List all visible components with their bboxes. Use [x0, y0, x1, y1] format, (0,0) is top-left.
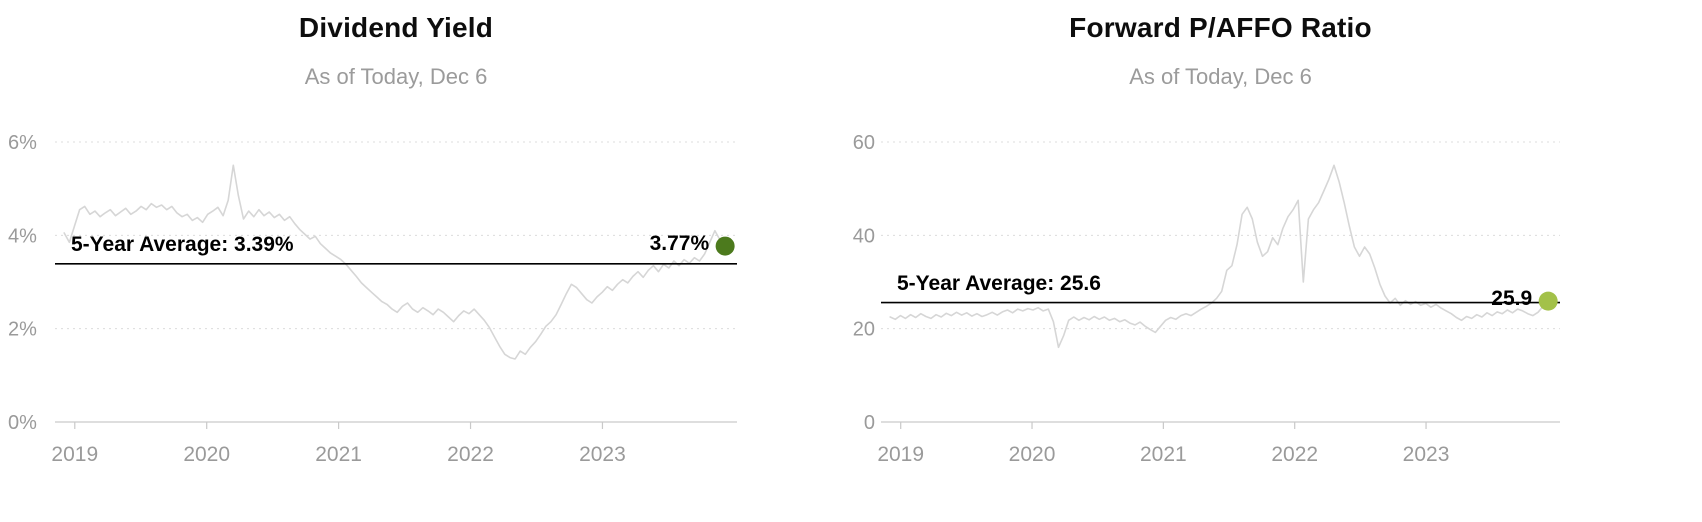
forward-paffo-plot: 0 20 40 60 2019 2020 2021 2022 2023	[853, 132, 1560, 466]
x-tick-label: 2021	[1140, 443, 1187, 466]
x-tick-label: 2019	[877, 443, 924, 466]
series-line	[63, 164, 726, 360]
x-tick-label: 2021	[315, 443, 362, 466]
chart-subtitle: As of Today, Dec 6	[304, 64, 488, 89]
x-tick-label: 2023	[579, 443, 626, 466]
x-tick-label: 2022	[447, 443, 494, 466]
y-tick-label: 4%	[8, 225, 37, 247]
y-tick-label: 40	[853, 225, 875, 247]
current-value-label: 3.77%	[649, 232, 710, 256]
x-tick-label: 2019	[51, 443, 98, 466]
chart-subtitle: As of Today, Dec 6	[1129, 64, 1312, 89]
average-label: 5-Year Average: 25.6	[897, 271, 1101, 295]
x-tick-label: 2022	[1271, 443, 1318, 466]
y-tick-label: 20	[853, 319, 875, 341]
chart-panel-forward-paffo: Forward P/AFFO Ratio As of Today, Dec 6 …	[851, 0, 1702, 522]
y-tick-label: 6%	[8, 132, 37, 154]
dividend-yield-plot: 0% 2% 4% 6% 2019 2020 2021 2022 2023	[8, 132, 737, 466]
y-tick-label: 2%	[8, 319, 37, 341]
current-value-label: 25.9	[1491, 287, 1533, 311]
x-tick-label: 2020	[1009, 443, 1056, 466]
chart-title-dividend-yield: Dividend Yield	[298, 12, 494, 43]
current-value-dot	[1538, 291, 1558, 311]
chart-title-forward-paffo: Forward P/AFFO Ratio	[1069, 12, 1372, 43]
y-tick-label: 0	[864, 412, 875, 434]
series-line	[889, 164, 1550, 349]
y-tick-label: 0%	[8, 412, 37, 434]
average-label: 5-Year Average: 3.39%	[71, 232, 294, 256]
chart-panel-dividend-yield: Dividend Yield As of Today, Dec 6 0% 2% 4%…	[8, 12, 737, 466]
current-value-dot	[715, 236, 735, 256]
x-tick-label: 2023	[1403, 443, 1450, 466]
y-tick-label: 60	[853, 132, 875, 154]
x-tick-label: 2020	[183, 443, 230, 466]
